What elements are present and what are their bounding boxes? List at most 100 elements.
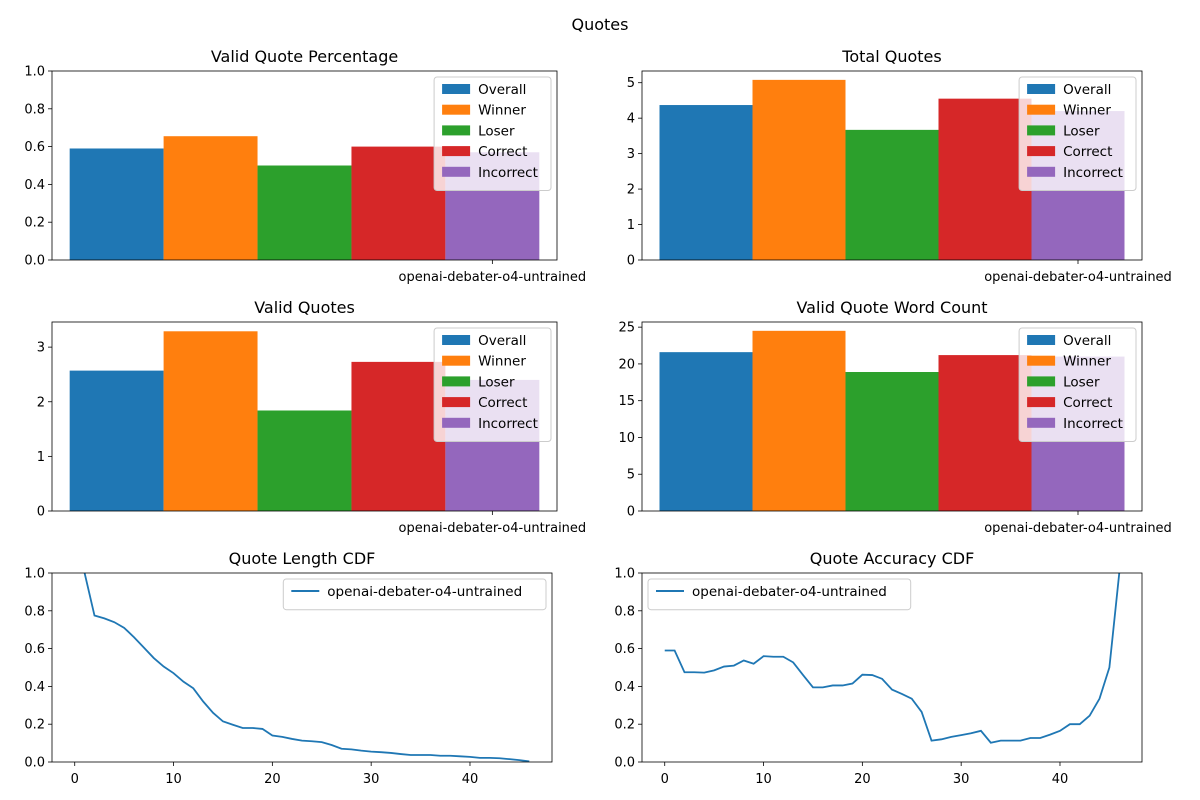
legend-label: Loser [1063,123,1100,139]
legend-swatch [1027,104,1056,115]
chart-title: Valid Quote Word Count [796,298,987,317]
y-tick-label: 15 [618,394,635,409]
chart-qacdf: Quote Accuracy CDF 0.0 0.2 0.4 0.6 0.8 1.0 0 10 2… [614,549,1143,787]
chart-title: Valid Quote Percentage [211,47,398,66]
x-tick-label: openai-debater-o4-untrained [399,521,587,536]
x-tick-label: 30 [363,772,380,787]
bar-winner [752,79,846,260]
y-tick-label: 2 [37,395,45,410]
bar-correct [938,355,1032,511]
series-line [83,573,530,762]
y-tick-label: 5 [627,468,635,483]
axes-frame [641,321,1143,512]
x-tick-label: 10 [755,772,772,787]
y-tick-label: 25 [618,321,635,336]
y-tick-label: 0.2 [24,216,45,231]
x-tick-label: 0 [71,772,79,787]
legend-swatch [1027,417,1056,428]
legend-label: Winner [1063,103,1111,119]
legend: Overall Winner Loser Correct Incorrect [1018,76,1137,191]
y-tick-label: 0.0 [614,756,635,771]
chart-vq: Valid Quotes 0 1 2 3 openai-debater-o4-untrai… [37,298,586,536]
legend-label: Winner [1063,354,1111,370]
legend-swatch [1027,335,1056,345]
legend-label: Loser [478,374,515,390]
y-tick-label: 1.0 [24,567,45,582]
bar-overall [659,105,753,260]
y-tick-label: 3 [37,341,45,356]
legend-label: Overall [1063,333,1111,349]
y-tick-label: 20 [618,357,635,372]
legend-label: Correct [478,395,527,411]
bar-loser [257,165,352,260]
bar-winner [163,331,258,511]
x-tick-label: openai-debater-o4-untrained [984,270,1172,285]
axes-frame [51,321,558,512]
legend-label: Loser [478,123,515,139]
legend-swatch [442,335,471,345]
bar-overall [659,352,753,511]
chart-vqwc: Valid Quote Word Count 0 5 10 15 20 25 openai-d… [618,298,1171,536]
y-tick-label: 0.6 [24,140,45,155]
legend: openai-debater-o4-untrained [647,578,912,611]
y-tick-label: 0 [37,505,45,520]
legend-label: Correct [478,144,527,160]
legend-swatch [1027,146,1056,157]
legend-swatch [442,166,471,177]
legend-label: openai-debater-o4-untrained [327,584,522,600]
bar-winner [163,136,258,260]
chart-title: Valid Quotes [254,298,355,317]
legend-label: Incorrect [1063,416,1123,432]
legend-label: openai-debater-o4-untrained [692,584,887,600]
x-tick-label: 30 [953,772,970,787]
bar-overall [69,370,164,511]
y-tick-label: 0.4 [24,680,45,695]
legend-label: Winner [478,354,526,370]
x-tick-label: 20 [854,772,871,787]
y-tick-label: 0.8 [24,102,45,117]
y-tick-label: 2 [627,183,635,198]
legend-swatch [1027,166,1056,177]
y-tick-label: 4 [627,112,635,127]
y-tick-label: 0.4 [24,178,45,193]
legend-label: Incorrect [478,165,538,181]
bar-correct [351,361,446,511]
bar-correct [938,98,1032,260]
legend-swatch [442,146,471,157]
figure-title: Quotes [572,15,629,34]
legend-label: Loser [1063,374,1100,390]
legend-swatch [442,84,471,94]
y-tick-label: 0.2 [24,718,45,733]
y-tick-label: 0.8 [24,604,45,619]
legend-swatch [442,104,471,115]
legend-label: Overall [1063,82,1111,98]
legend-swatch [1027,355,1056,366]
legend-label: Overall [478,82,526,98]
y-tick-label: 0.6 [614,642,635,657]
y-tick-label: 0 [627,254,635,269]
legend-swatch [1027,397,1056,408]
legend-swatch [1027,84,1056,94]
y-tick-label: 5 [627,76,635,91]
chart-vqp: Valid Quote Percentage 0.0 0.2 0.4 0.6 0.8 1.0… [24,47,586,285]
series-line [664,573,1121,744]
x-tick-label: 40 [1052,772,1069,787]
legend-label: Overall [478,333,526,349]
y-tick-label: 0.2 [614,718,635,733]
chart-panels: Valid Quote Percentage 0.0 0.2 0.4 0.6 0.8 1.0… [24,47,1172,787]
bar-loser [845,372,939,511]
legend-label: Incorrect [478,416,538,432]
legend-swatch [442,355,471,366]
y-tick-label: 0.4 [614,680,635,695]
legend-swatch [442,125,471,136]
legend-swatch [442,417,471,428]
y-tick-label: 3 [627,147,635,162]
bar-loser [845,129,939,260]
y-tick-label: 1 [37,450,45,465]
x-tick-label: 40 [462,772,479,787]
legend: Overall Winner Loser Correct Incorrect [433,327,552,442]
chart-title: Quote Length CDF [229,549,376,568]
legend: Overall Winner Loser Correct Incorrect [1018,327,1137,442]
legend-label: Incorrect [1063,165,1123,181]
